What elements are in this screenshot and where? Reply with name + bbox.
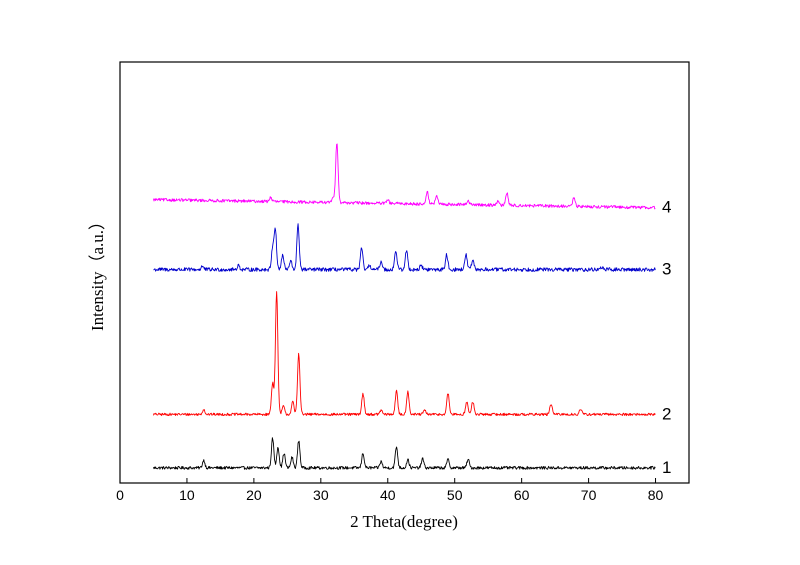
x-axis-ticks: 0 10 20 30 40 50 60 70 80 xyxy=(116,478,664,503)
y-axis-label: Intensity（a.u.） xyxy=(88,213,107,331)
series-line-2 xyxy=(153,291,656,417)
x-tick-label: 50 xyxy=(447,487,463,503)
plot-frame xyxy=(119,61,690,484)
series-line-3 xyxy=(153,223,656,272)
series-labels: 1 2 3 4 xyxy=(662,198,671,477)
series-label-4: 4 xyxy=(662,198,671,217)
x-tick-label: 20 xyxy=(246,487,262,503)
series-label-2: 2 xyxy=(662,404,671,423)
series-layer xyxy=(153,143,656,470)
series-label-1: 1 xyxy=(662,458,671,477)
series-line-4 xyxy=(153,143,656,210)
x-tick-label: 0 xyxy=(116,487,124,503)
x-tick-label: 10 xyxy=(179,487,195,503)
series-label-3: 3 xyxy=(662,260,671,279)
x-tick-label: 60 xyxy=(514,487,530,503)
x-tick-label: 70 xyxy=(581,487,597,503)
x-tick-label: 30 xyxy=(313,487,329,503)
x-tick-label: 80 xyxy=(648,487,664,503)
x-axis-label: 2 Theta(degree) xyxy=(350,512,458,531)
x-tick-label: 40 xyxy=(380,487,396,503)
series-line-1 xyxy=(153,437,656,470)
